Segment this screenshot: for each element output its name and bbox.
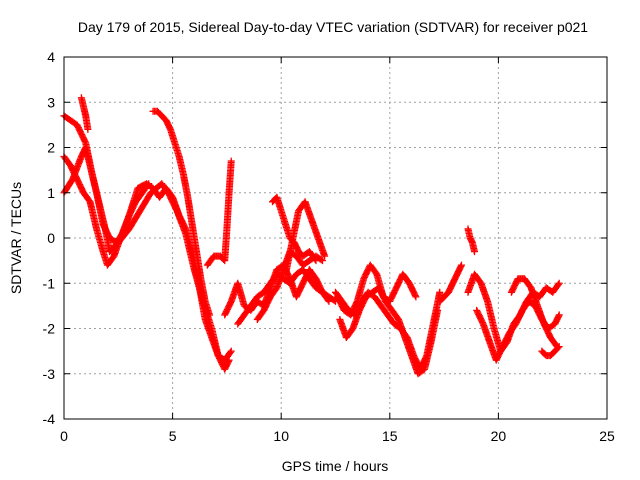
x-tick-label: 10 <box>273 428 289 444</box>
grid <box>64 57 607 419</box>
data-point <box>206 311 214 319</box>
series-track-e <box>149 107 213 317</box>
data-point <box>84 125 92 133</box>
y-tick-label: 3 <box>47 94 55 110</box>
chart-title: Day 179 of 2015, Sidereal Day-to-day VTE… <box>78 19 588 35</box>
x-tick-label: 20 <box>491 428 507 444</box>
data-point <box>554 281 562 289</box>
y-tick-label: -2 <box>43 321 56 337</box>
series-track-b <box>60 153 232 373</box>
data-point <box>321 252 329 260</box>
y-tick-label: -1 <box>43 275 56 291</box>
data-point <box>324 296 332 304</box>
x-axis-label: GPS time / hours <box>282 458 389 474</box>
data-point <box>325 297 333 305</box>
series-track-k <box>282 198 328 278</box>
data-point <box>554 344 562 352</box>
x-tick-label: 0 <box>60 428 68 444</box>
y-tick-label: 2 <box>47 140 55 156</box>
y-tick-label: 4 <box>47 49 55 65</box>
series-track-n <box>334 261 419 319</box>
data-point <box>412 293 420 301</box>
data-point <box>317 256 325 264</box>
y-tick-label: 0 <box>47 230 55 246</box>
data-point <box>436 288 444 296</box>
data-point <box>457 261 465 269</box>
data-point <box>434 306 442 314</box>
data-point <box>318 257 326 265</box>
data-point <box>144 181 152 189</box>
data-point <box>411 291 419 299</box>
series-track-s <box>507 275 560 349</box>
data-point <box>471 248 479 256</box>
data-point <box>555 311 563 319</box>
series-track-p <box>464 225 478 254</box>
data-points <box>60 94 563 378</box>
data-point <box>311 255 319 263</box>
series-track-h <box>234 266 332 328</box>
data-point <box>555 279 563 287</box>
axis-ticks: 0 5 10 15 20 25 -4 -3 -2 -1 0 1 2 3 4 <box>43 49 615 444</box>
data-point <box>145 180 153 188</box>
y-axis-label: SDTVAR / TECUs <box>8 182 24 294</box>
series-track-o <box>436 262 465 305</box>
series-track-f <box>203 159 235 269</box>
data-point <box>227 347 235 355</box>
series-track-c <box>60 144 152 247</box>
data-point <box>227 157 235 165</box>
data-point <box>312 257 320 265</box>
y-tick-label: -3 <box>43 366 56 382</box>
data-point <box>555 343 563 351</box>
x-tick-label: 5 <box>169 428 177 444</box>
series-track-r <box>473 297 563 364</box>
x-tick-label: 25 <box>599 428 615 444</box>
y-tick-label: 1 <box>47 185 55 201</box>
x-tick-label: 15 <box>382 428 398 444</box>
data-point <box>225 356 233 364</box>
data-point <box>226 348 234 356</box>
y-tick-label: -4 <box>43 411 56 427</box>
series-track-d <box>77 94 92 132</box>
series-track-t <box>538 344 562 360</box>
